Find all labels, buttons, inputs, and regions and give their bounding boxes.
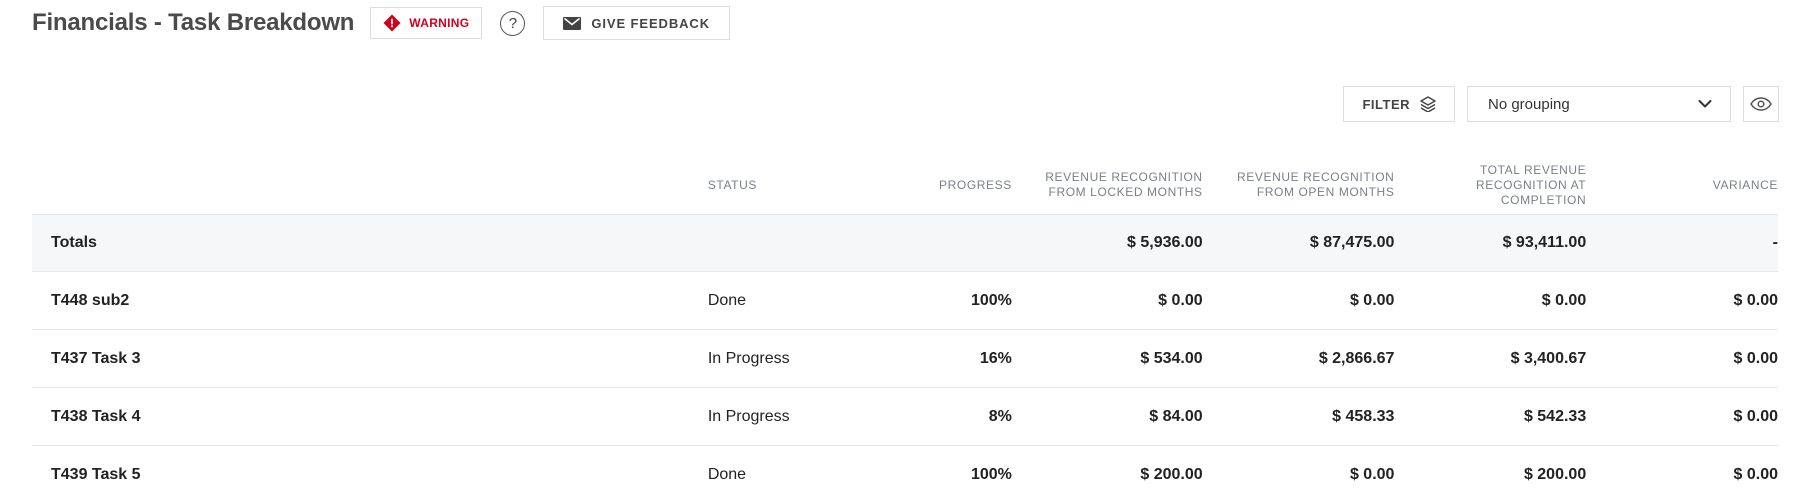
task-status: Done (707, 291, 747, 309)
feedback-label: GIVE FEEDBACK (591, 15, 710, 31)
task-progress: 16% (979, 349, 1012, 367)
totals-total: $ 93,411.00 (1502, 234, 1587, 251)
task-status: In Progress (707, 349, 790, 367)
page-header: Financials - Task Breakdown WARNING ? GI… (32, 4, 730, 42)
task-name: T439 Task 5 (51, 465, 141, 483)
totals-row: Totals $ 5,936.00 $ 87,475.00 $ 93,411.0… (32, 214, 1778, 272)
mail-icon (563, 16, 582, 30)
header-revenue-open[interactable]: REVENUE RECOGNITION FROM OPEN MONTHS (1237, 170, 1395, 199)
task-status: Done (707, 465, 747, 483)
filter-button[interactable]: FILTER (1343, 86, 1455, 122)
help-button[interactable]: ? (500, 10, 526, 36)
totals-open: $ 87,475.00 (1309, 234, 1395, 251)
table-header: STATUS PROGRESS REVENUE RECOGNITION FROM… (32, 156, 1778, 214)
task-variance: $ 0.00 (1733, 291, 1778, 309)
task-revenue-open: $ 2,866.67 (1318, 349, 1395, 367)
give-feedback-button[interactable]: GIVE FEEDBACK (543, 6, 730, 40)
column-visibility-button[interactable] (1743, 86, 1779, 122)
warning-badge[interactable]: WARNING (370, 7, 483, 39)
grouping-value: No grouping (1488, 95, 1570, 113)
task-breakdown-table: STATUS PROGRESS REVENUE RECOGNITION FROM… (32, 156, 1778, 503)
table-row[interactable]: T439 Task 5 Done 100% $ 200.00 $ 0.00 $ … (32, 446, 1778, 503)
header-progress[interactable]: PROGRESS (939, 177, 1012, 192)
task-progress: 100% (970, 465, 1012, 483)
task-revenue-open: $ 0.00 (1349, 291, 1395, 309)
totals-variance: - (1772, 234, 1778, 251)
task-revenue-locked: $ 200.00 (1140, 465, 1203, 483)
totals-locked: $ 5,936.00 (1127, 234, 1203, 251)
task-progress: 100% (970, 291, 1012, 309)
task-revenue-locked: $ 84.00 (1149, 407, 1203, 425)
table-row[interactable]: T448 sub2 Done 100% $ 0.00 $ 0.00 $ 0.00… (32, 272, 1778, 330)
totals-label: Totals (51, 234, 97, 251)
table-row[interactable]: T437 Task 3 In Progress 16% $ 534.00 $ 2… (32, 330, 1778, 388)
task-name: T438 Task 4 (51, 407, 141, 425)
warning-label: WARNING (409, 16, 470, 30)
task-status: In Progress (707, 407, 790, 425)
chevron-down-icon (1698, 100, 1712, 108)
task-revenue-locked: $ 534.00 (1140, 349, 1203, 367)
task-variance: $ 0.00 (1733, 407, 1778, 425)
header-variance[interactable]: VARIANCE (1712, 177, 1778, 192)
header-status[interactable]: STATUS (707, 177, 757, 192)
task-name: T448 sub2 (51, 291, 130, 309)
filter-label: FILTER (1362, 96, 1410, 112)
task-total-revenue: $ 200.00 (1523, 465, 1587, 483)
task-revenue-open: $ 0.00 (1349, 465, 1395, 483)
task-progress: 8% (988, 407, 1012, 425)
page-title: Financials - Task Breakdown (32, 9, 355, 36)
task-total-revenue: $ 3,400.67 (1510, 349, 1587, 367)
task-variance: $ 0.00 (1733, 465, 1778, 483)
task-name: T437 Task 3 (51, 349, 141, 367)
task-revenue-locked: $ 0.00 (1158, 291, 1203, 309)
help-icon: ? (508, 14, 518, 32)
grouping-select[interactable]: No grouping (1467, 86, 1731, 122)
layers-icon (1420, 96, 1436, 112)
task-total-revenue: $ 0.00 (1541, 291, 1587, 309)
header-total-revenue[interactable]: TOTAL REVENUE RECOGNITION AT COMPLETION (1476, 162, 1587, 207)
task-variance: $ 0.00 (1733, 349, 1778, 367)
warning-icon (383, 14, 401, 32)
table-toolbar: FILTER No grouping (1343, 86, 1779, 122)
eye-icon (1750, 97, 1772, 111)
table-row[interactable]: T438 Task 4 In Progress 8% $ 84.00 $ 458… (32, 388, 1778, 446)
header-revenue-locked[interactable]: REVENUE RECOGNITION FROM LOCKED MONTHS (1045, 170, 1203, 199)
task-revenue-open: $ 458.33 (1332, 407, 1395, 425)
task-total-revenue: $ 542.33 (1523, 407, 1587, 425)
